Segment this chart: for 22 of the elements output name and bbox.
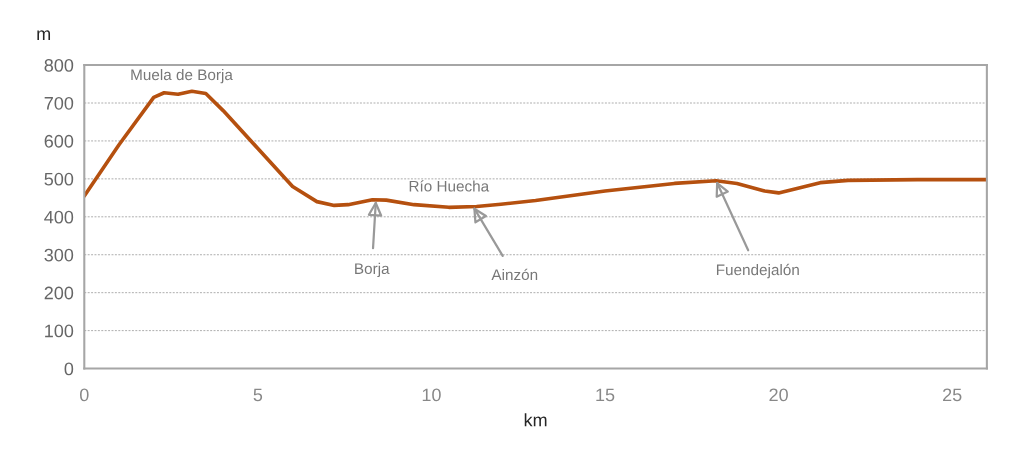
y-tick-label: 300	[44, 248, 74, 262]
y-tick-label: 700	[44, 96, 74, 110]
x-axis-title: km	[524, 413, 547, 427]
annotation: Río Huecha	[409, 180, 490, 192]
annotation: Borja	[355, 262, 390, 278]
y-tick-label: 200	[44, 286, 74, 300]
x-tick-label: 10	[422, 388, 441, 402]
y-tick-label: 0	[64, 362, 74, 376]
y-axis-title: m	[37, 30, 51, 41]
y-tick-label: 100	[45, 324, 74, 338]
x-tick-label: 5	[253, 388, 263, 402]
y-tick-label: 500	[44, 172, 74, 186]
y-tick-label: 400	[44, 210, 74, 224]
annotation: Muela de Borja	[131, 68, 233, 84]
y-tick-label: 600	[44, 134, 74, 148]
annotation: Fuendejalón	[716, 263, 799, 279]
x-tick-label: 0	[79, 388, 89, 402]
y-tick-label: 800	[44, 59, 74, 72]
x-tick-label: 25	[943, 388, 962, 402]
annotation: Ainzón	[491, 268, 538, 281]
x-tick-label: 15	[596, 388, 615, 402]
x-tick-label: 20	[769, 388, 788, 402]
